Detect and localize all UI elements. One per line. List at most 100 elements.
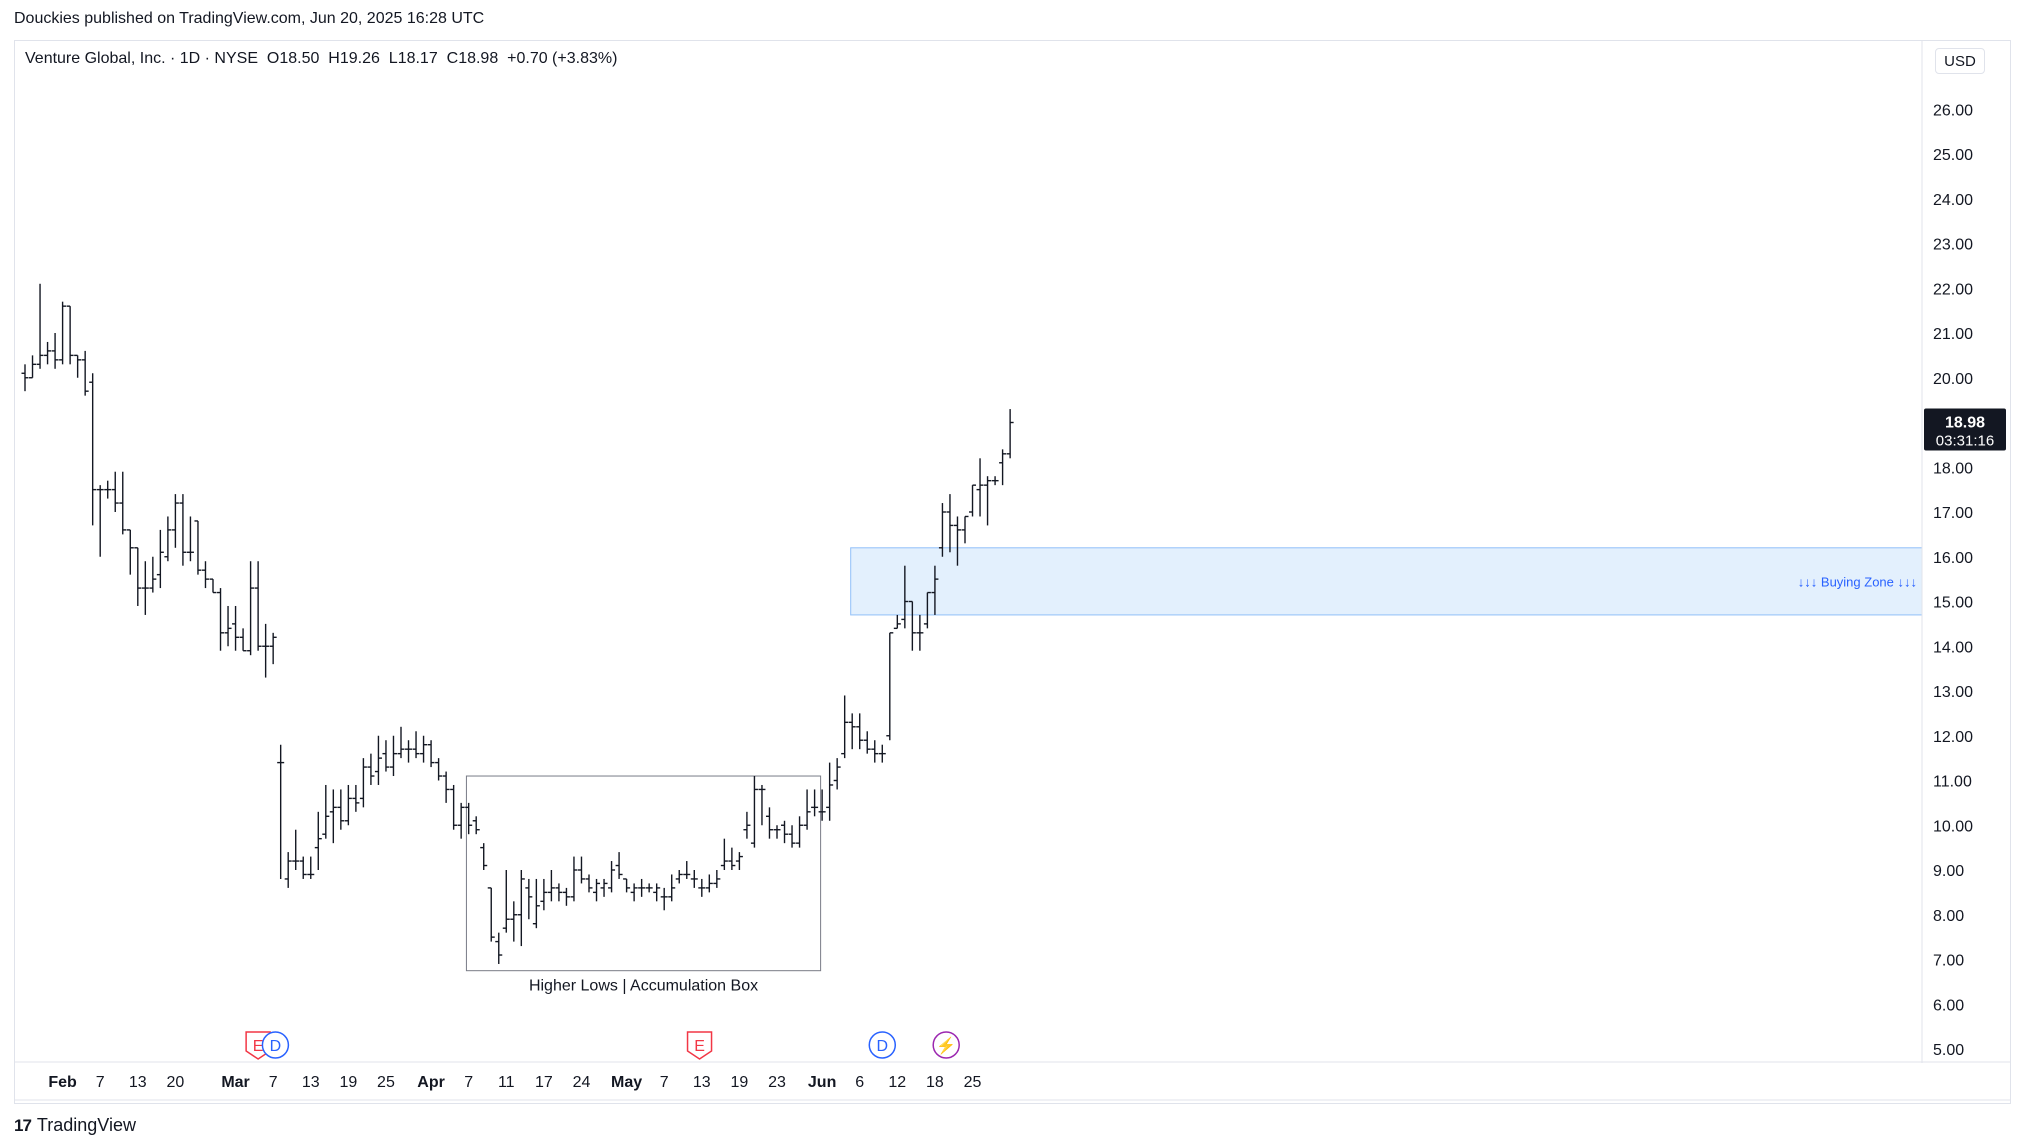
legend-symbol: Venture Global, Inc. · 1D · NYSE <box>25 50 258 67</box>
split-event-icon[interactable]: ⚡ <box>932 1031 960 1059</box>
ohlc-bar <box>1006 409 1014 459</box>
buying-zone-rect[interactable] <box>850 547 1923 616</box>
event-letter: D <box>270 1038 282 1055</box>
ohlc-bar <box>480 843 488 870</box>
ohlc-bar <box>953 516 961 566</box>
x-tick-label: 13 <box>302 1074 320 1091</box>
ohlc-bar <box>44 341 52 365</box>
ohlc-bar <box>81 350 89 396</box>
x-tick-label: 7 <box>464 1074 473 1091</box>
ohlc-bar <box>307 856 315 879</box>
event-letter: D <box>876 1038 888 1055</box>
ohlc-bar <box>450 784 458 830</box>
legend-high: 19.26 <box>339 50 380 67</box>
ohlc-bar <box>156 529 164 589</box>
ohlc-bar <box>577 856 585 884</box>
ohlc-bar <box>322 784 330 839</box>
ohlc-bar <box>600 878 608 897</box>
currency-selector[interactable]: USD <box>1935 48 1985 74</box>
ohlc-bar <box>547 870 555 902</box>
ohlc-bar <box>893 614 901 630</box>
legend-close-label: C <box>446 50 459 67</box>
ohlc-bar <box>186 516 194 562</box>
x-tick-label: 20 <box>167 1074 185 1091</box>
dividend-event-icon[interactable]: D <box>868 1031 897 1059</box>
y-tick-label: 9.00 <box>1933 863 1964 880</box>
ohlc-bar <box>750 776 758 848</box>
ohlc-bar <box>916 614 924 651</box>
ohlc-bar <box>465 802 473 835</box>
ohlc-bar <box>397 726 405 759</box>
ohlc-bar <box>593 878 601 902</box>
event-letter: E <box>253 1038 264 1055</box>
legend-low: 18.17 <box>397 50 438 67</box>
accumulation-box[interactable] <box>465 775 822 972</box>
x-tick-label: 13 <box>693 1074 711 1091</box>
ohlc-bar <box>502 870 510 933</box>
ohlc-bar <box>262 623 270 678</box>
ohlc-bar <box>803 789 811 830</box>
ohlc-bar <box>623 878 631 893</box>
ohlc-bar <box>344 784 352 826</box>
ohlc-bar <box>420 735 428 763</box>
legend-change: +0.70 (+3.83%) <box>507 50 618 67</box>
ohlc-bar <box>96 485 104 557</box>
ohlc-bar <box>532 878 540 929</box>
ohlc-bar <box>232 605 240 651</box>
ohlc-bar <box>247 561 255 656</box>
ohlc-bar <box>149 556 157 593</box>
y-tick-label: 6.00 <box>1933 997 1964 1014</box>
ohlc-bar <box>818 789 826 821</box>
x-tick-label: Jun <box>808 1074 836 1091</box>
footer-brand: TradingView <box>36 1115 136 1135</box>
legend-close: 18.98 <box>458 50 499 67</box>
ohlc-bar <box>690 870 698 888</box>
y-tick-label: 20.00 <box>1933 371 1973 388</box>
ohlc-bar <box>946 494 954 553</box>
x-tick-label: 7 <box>660 1074 669 1091</box>
x-tick-label: 24 <box>573 1074 591 1091</box>
ohlc-bar <box>683 861 691 879</box>
y-tick-label: 23.00 <box>1933 237 1973 254</box>
ohlc-bar <box>743 811 751 839</box>
ohlc-bar <box>179 494 187 566</box>
dividend-event-icon[interactable]: D <box>261 1031 290 1059</box>
ohlc-bar <box>435 758 443 781</box>
ohlc-bar <box>931 565 939 615</box>
ohlc-bar <box>442 771 450 803</box>
x-tick-label: 6 <box>855 1074 864 1091</box>
ohlc-bar <box>329 789 337 844</box>
ohlc-bar <box>773 825 781 839</box>
x-tick-label: 18 <box>926 1074 944 1091</box>
ohlc-bar <box>645 883 653 893</box>
ohlc-bar <box>660 887 668 911</box>
x-tick-label: Mar <box>221 1074 249 1091</box>
legend-open: 18.50 <box>279 50 320 67</box>
ohlc-bar <box>713 870 721 888</box>
ohlc-bar <box>59 301 67 365</box>
tradingview-logo-icon: 17 <box>14 1115 32 1135</box>
earnings-event-icon[interactable]: E <box>686 1031 713 1060</box>
x-tick-label: 25 <box>377 1074 395 1091</box>
ohlc-bar <box>224 605 232 647</box>
ohlc-bar <box>495 932 503 964</box>
ohlc-bar <box>126 529 134 575</box>
y-tick-label: 11.00 <box>1933 774 1972 791</box>
ohlc-bar <box>923 591 931 629</box>
ohlc-bar <box>788 825 796 848</box>
ohlc-bar <box>585 874 593 893</box>
y-tick-label: 18.00 <box>1933 460 1973 477</box>
ohlc-bar <box>848 713 856 750</box>
ohlc-bar <box>254 561 262 651</box>
ohlc-bar <box>675 870 683 884</box>
tradingview-footer: 17 TradingView <box>14 1115 136 1136</box>
x-tick-label: 17 <box>535 1074 553 1091</box>
ohlc-bar <box>405 740 413 763</box>
ohlc-bar <box>382 740 390 772</box>
ohlc-bar <box>201 561 209 589</box>
x-tick-label: 25 <box>964 1074 982 1091</box>
event-letter: E <box>694 1038 705 1055</box>
ohlc-bar <box>29 355 37 379</box>
